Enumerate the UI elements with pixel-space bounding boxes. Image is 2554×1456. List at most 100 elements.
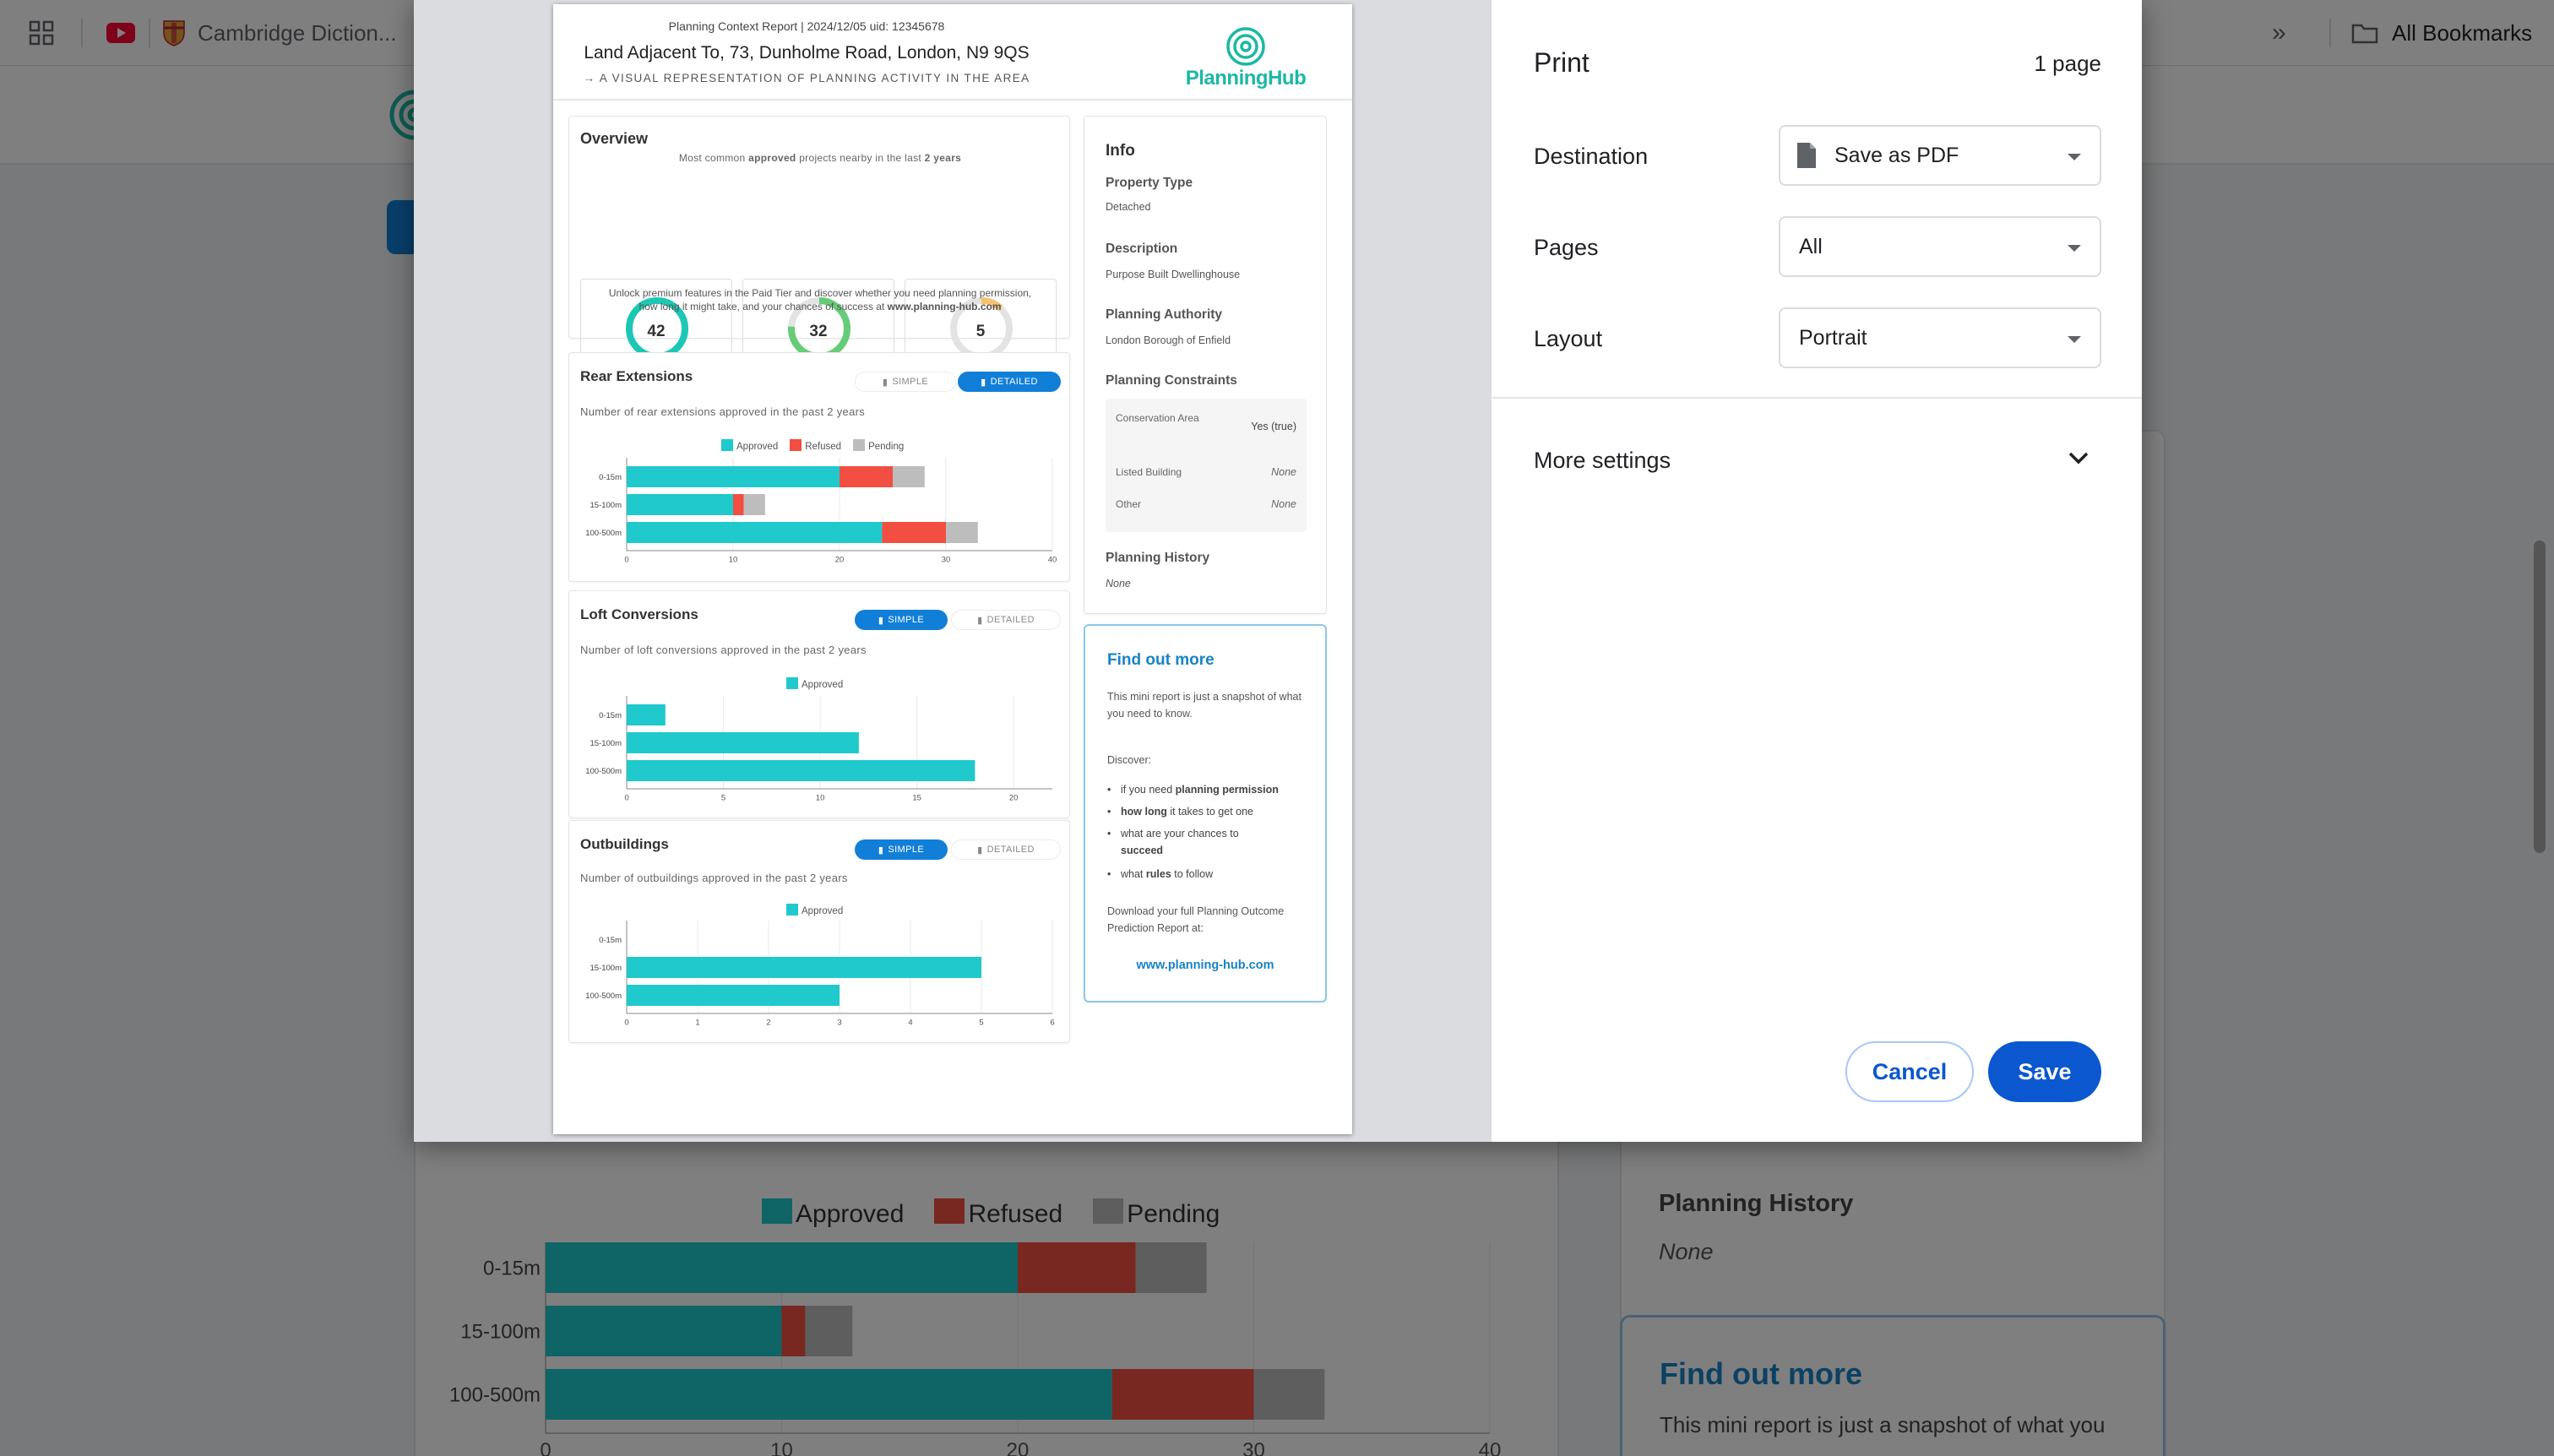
info-panel: Info Property Type Detached Description …: [1084, 116, 1327, 614]
print-settings-panel: [1492, 0, 2142, 1142]
outb-detailed-button[interactable]: ▮ DETAILED: [951, 839, 1061, 860]
rear-detailed-button[interactable]: ▮ DETAILED: [958, 372, 1061, 392]
x-tick-label: 15: [912, 794, 921, 803]
loft-legend: Approved: [786, 677, 843, 690]
bar-chart-icon: ▮: [981, 377, 986, 388]
constraint-name: Other: [1116, 498, 1142, 510]
legend-approved: Approved: [721, 439, 778, 452]
settings-divider: [1492, 397, 2142, 399]
save-button[interactable]: Save: [1988, 1041, 2101, 1102]
bar-pending: [743, 494, 765, 515]
y-category-label: 100-500m: [585, 529, 622, 538]
overview-title: Overview: [580, 130, 649, 147]
bar-refused: [733, 494, 744, 515]
card-value: 5: [975, 323, 986, 340]
y-category-label: 15-100m: [590, 964, 622, 973]
download-text: Download your full Planning Outcome Pred…: [1107, 905, 1285, 934]
outbuildings-chart: 0 1 2 3 4 5 6 0-15m 15-100m 100-500m: [585, 921, 1055, 1028]
more-settings-label: More settings: [1534, 448, 1671, 473]
dropdown-arrow-icon: [2068, 154, 2081, 160]
property-type-label: Property Type: [1106, 176, 1193, 190]
bar-pending: [946, 522, 978, 543]
y-category-label: 15-100m: [590, 501, 622, 510]
discover-item: if you need planning permission: [1121, 784, 1279, 796]
x-tick-label: 10: [816, 794, 825, 803]
dropdown-arrow-icon: [2068, 336, 2081, 343]
find-out-more-intro: This mini report is just a snapshot of w…: [1107, 691, 1301, 720]
constraint-name: Conservation Area: [1116, 412, 1199, 424]
unlock-text: Unlock premium features in the Paid Tier…: [608, 287, 1032, 312]
x-tick-label: 20: [1009, 794, 1019, 803]
bar-chart-icon: ▮: [977, 615, 983, 626]
bar-approved: [627, 957, 981, 978]
rear-extensions-title: Rear Extensions: [580, 368, 693, 384]
y-category-label: 0-15m: [599, 711, 622, 720]
loft-detailed-button[interactable]: ▮ DETAILED: [951, 610, 1061, 630]
y-category-label: 15-100m: [590, 739, 622, 748]
outb-simple-button[interactable]: ▮ SIMPLE: [855, 839, 948, 860]
pages-select[interactable]: All: [1779, 216, 2101, 277]
loft-conversions-subtitle: Number of loft conversions approved in t…: [580, 644, 867, 656]
planninghub-logo-text: PlanningHub: [1185, 67, 1307, 90]
card-value: 32: [809, 323, 828, 340]
layout-label: Layout: [1534, 326, 1603, 351]
loft-conversions-title: Loft Conversions: [580, 606, 698, 622]
constraint-value: None: [1271, 498, 1296, 510]
dropdown-arrow-icon: [2068, 245, 2081, 252]
rear-extensions-subtitle: Number of rear extensions approved in th…: [580, 405, 866, 418]
discover-label: Discover:: [1107, 754, 1152, 766]
bar-approved: [627, 704, 666, 725]
y-category-label: 0-15m: [599, 936, 622, 945]
discover-item: how long it takes to get one: [1121, 806, 1254, 818]
print-preview-area: Planning Context Report | 2024/12/05 uid…: [414, 0, 1492, 1142]
x-tick-label: 20: [835, 556, 845, 565]
planning-hub-link[interactable]: www.planning-hub.com: [1136, 959, 1274, 972]
find-out-more-title: Find out more: [1107, 651, 1215, 669]
rear-simple-button[interactable]: ▮ SIMPLE: [855, 372, 956, 392]
constraints-table: Conservation Area Yes (true) Listed Buil…: [1106, 399, 1307, 532]
discover-item: what rules to follow: [1121, 868, 1214, 880]
header-divider: [553, 99, 1352, 101]
more-settings-row[interactable]: More settings: [1492, 424, 2142, 495]
print-title: Print: [1534, 47, 1589, 78]
pages-value: All: [1799, 234, 1823, 258]
constraint-name: Listed Building: [1116, 466, 1182, 478]
destination-select[interactable]: Save as PDF: [1779, 125, 2101, 186]
report-meta: Planning Context Report | 2024/12/05 uid…: [668, 19, 945, 33]
info-title: Info: [1106, 142, 1135, 160]
page-count: 1 page: [2034, 51, 2101, 76]
cancel-button[interactable]: Cancel: [1845, 1041, 1974, 1102]
bar-approved: [627, 985, 840, 1006]
outbuildings-title: Outbuildings: [580, 836, 669, 852]
x-tick-label: 0: [624, 794, 628, 803]
history-label: Planning History: [1106, 551, 1210, 565]
print-dialog: Planning Context Report | 2024/12/05 uid…: [414, 0, 2142, 1142]
x-tick-label: 40: [1048, 556, 1057, 565]
rear-legend: Approved Refused Pending: [721, 439, 904, 452]
bar-approved: [627, 522, 883, 543]
bar-refused: [840, 466, 893, 487]
report-address: Land Adjacent To, 73, Dunholme Road, Lon…: [584, 43, 1030, 62]
bullet-dot: •: [1107, 806, 1111, 818]
layout-select[interactable]: Portrait: [1779, 307, 2101, 368]
description-value: Purpose Built Dwellinghouse: [1106, 269, 1241, 280]
x-tick-label: 10: [729, 556, 738, 565]
outbuildings-panel: Outbuildings ▮ SIMPLE ▮ DETAILED Number of…: [568, 820, 1070, 1043]
loft-simple-button[interactable]: ▮ SIMPLE: [855, 610, 948, 630]
x-tick-label: 1: [695, 1019, 699, 1028]
authority-value: London Borough of Enfield: [1106, 334, 1231, 346]
legend-approved: Approved: [786, 904, 843, 916]
x-tick-label: 6: [1050, 1019, 1054, 1028]
bar-approved: [627, 732, 859, 753]
scrollbar-thumb[interactable]: [2534, 541, 2546, 853]
constraint-value: None: [1271, 466, 1296, 478]
bullet-dot: •: [1107, 868, 1111, 880]
constraints-label: Planning Constraints: [1106, 373, 1237, 388]
legend-refused: Refused: [790, 439, 841, 452]
destination-value: Save as PDF: [1834, 143, 1959, 167]
card-value: 42: [647, 323, 666, 340]
loft-conversions-panel: Loft Conversions ▮ SIMPLE ▮ DETAILED Numbe…: [568, 590, 1070, 818]
bullet-dot: •: [1107, 828, 1111, 839]
bar-refused: [882, 522, 946, 543]
bar-chart-icon: ▮: [878, 615, 884, 626]
